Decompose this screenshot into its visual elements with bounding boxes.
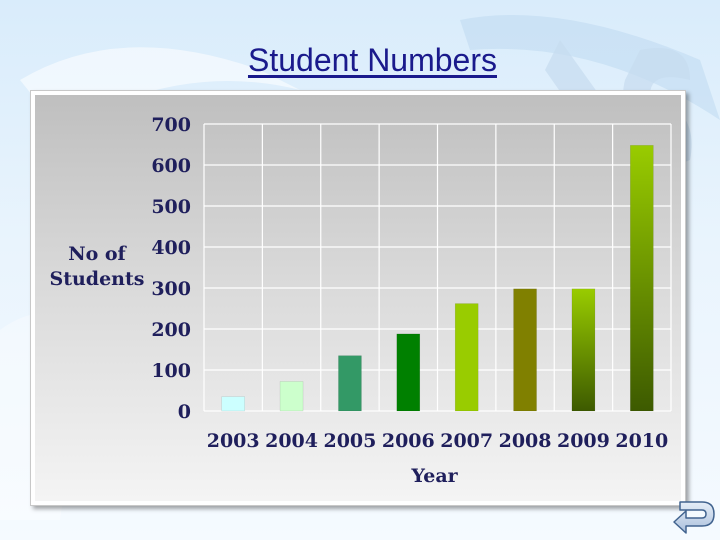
slide-title: Student Numbers [247,42,497,78]
bar-2006 [396,333,421,412]
y-axis-label: No of Students [50,243,145,290]
y-tick-label: 200 [151,319,191,341]
bar-2008 [513,288,537,412]
y-tick-label: 100 [151,360,191,382]
x-tick-label: 2009 [557,430,610,452]
chart-frame: 0 100 200 300 400 500 600 700 2003 2004 2005 2006 20… [30,90,686,506]
x-tick-label: 2007 [440,430,493,452]
y-tick-label: 600 [151,155,191,177]
bar-2004 [279,381,304,412]
x-tick-label: 2006 [382,430,435,452]
y-tick-label: 500 [151,196,191,218]
x-tick-label: 2010 [615,430,668,452]
bar-2005 [338,355,362,412]
bar-2009 [571,288,596,412]
x-tick-label: 2003 [207,430,260,452]
y-tick-label: 400 [151,237,191,259]
return-arrow-icon[interactable] [672,496,716,536]
y-tick-label: 300 [151,278,191,300]
x-tick-label: 2008 [499,430,552,452]
y-tick-label: 700 [151,114,191,136]
y-tick-label: 0 [178,401,191,423]
bar-2010 [630,145,654,412]
x-axis-label: Year [410,465,458,487]
x-tick-label: 2005 [323,430,376,452]
x-tick-label: 2004 [265,430,318,452]
bar-2003 [221,396,245,412]
bar-2007 [454,303,479,412]
